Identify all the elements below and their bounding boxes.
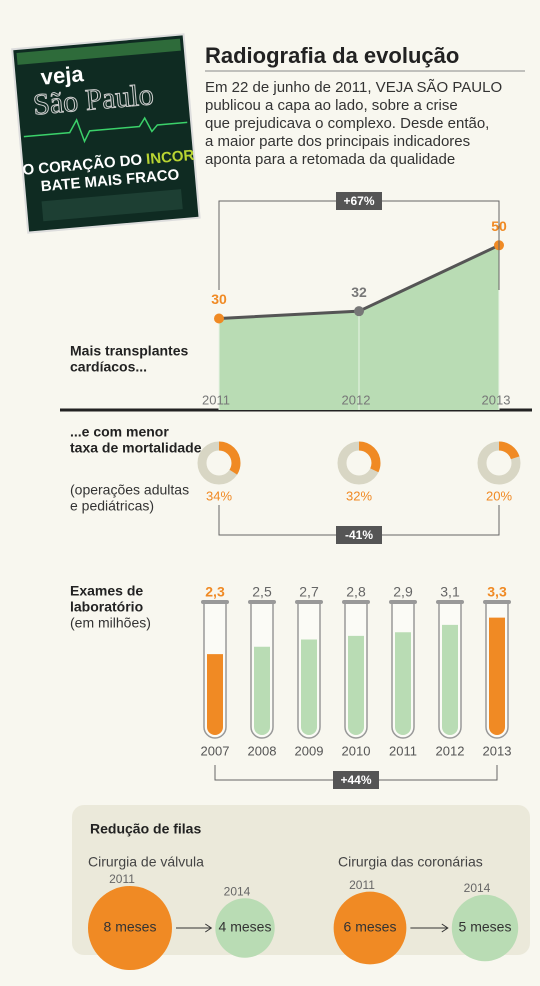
value-label: 4 meses	[219, 919, 272, 935]
tube-rim	[342, 600, 370, 604]
x-label: 2009	[295, 743, 324, 758]
value-label: 32	[351, 284, 367, 300]
x-label: 2012	[436, 743, 465, 758]
tube-fill	[442, 624, 458, 735]
point	[354, 306, 364, 317]
headline-highlight: INCOR	[145, 147, 195, 168]
section-title: taxa de mortalidade	[70, 440, 202, 456]
title: Radiografia da evolução	[205, 43, 459, 68]
x-label: 2007	[201, 743, 230, 758]
group-label: Cirurgia das coronárias	[338, 854, 483, 870]
value-label: 20%	[486, 488, 512, 503]
change-badge	[336, 192, 382, 210]
cover-small-text	[41, 189, 183, 222]
point	[214, 313, 224, 324]
intro-line: publicou a capa ao lado, sobre a crise	[205, 97, 458, 114]
x-label: 2010	[342, 743, 371, 758]
tube-fill	[207, 654, 223, 735]
year-label: 2011	[349, 878, 375, 892]
value-label: 32%	[346, 488, 372, 503]
x-label: 2008	[248, 743, 277, 758]
tube-rim	[483, 600, 511, 604]
arrow	[410, 923, 449, 933]
x-label: 2013	[482, 392, 511, 407]
tube-rim	[436, 600, 464, 604]
section-title: ...e com menor	[70, 424, 169, 440]
tube-fill	[395, 632, 411, 735]
change-badge	[333, 771, 379, 789]
section-title: Mais transplantes	[70, 343, 188, 359]
queue-panel	[72, 805, 530, 955]
value-label: 3,1	[440, 584, 460, 600]
tube-rim	[201, 600, 229, 604]
tube-fill	[348, 635, 364, 735]
value-label: 2,8	[346, 584, 366, 600]
section-title: Exames de	[70, 583, 143, 599]
section-title: cardíacos...	[70, 359, 147, 375]
x-label: 2011	[202, 392, 230, 407]
bubble	[333, 891, 407, 965]
tube-rim	[295, 600, 323, 604]
value-label: 8 meses	[104, 919, 157, 935]
cover-bg	[11, 33, 201, 234]
year-label: 2014	[464, 881, 491, 895]
value-label: 3,3	[487, 584, 507, 600]
donut-arc	[477, 441, 521, 485]
year-label: 2011	[109, 872, 135, 886]
intro-line: aponta para a retomada da qualidade	[205, 151, 455, 168]
tube-fill	[254, 646, 270, 735]
value-label: 6 meses	[344, 919, 397, 935]
bubble	[215, 898, 275, 958]
value-label: 2,5	[252, 584, 272, 600]
tube-rim	[389, 600, 417, 604]
bubble	[451, 894, 519, 962]
value-label: 5 meses	[459, 919, 512, 935]
arrow	[176, 923, 213, 933]
cover-band	[16, 38, 181, 65]
x-label: 2012	[342, 392, 371, 407]
magazine-cover: veja São Paulo O CORAÇÃO DO INCOR BATE MA…	[11, 33, 201, 234]
change-label: -41%	[345, 528, 373, 542]
value-label: 2,9	[393, 584, 413, 600]
tube-fill	[301, 639, 317, 735]
change-badge	[336, 526, 382, 544]
change-label: +44%	[340, 773, 371, 787]
tube-fill	[489, 617, 505, 735]
x-label: 2013	[483, 743, 512, 758]
intro-line: Em 22 de junho de 2011, VEJA SÃO PAULO	[205, 79, 502, 96]
cover-logo: veja	[40, 61, 86, 90]
value-label: 2,7	[299, 584, 319, 600]
group-label: Cirurgia de válvula	[88, 854, 204, 870]
change-label: +67%	[343, 194, 374, 208]
heartbeat	[23, 116, 188, 144]
intro-line: a maior parte dos principais indicadores	[205, 133, 470, 150]
section-title: laboratório	[70, 599, 143, 615]
donut-arc	[337, 441, 381, 485]
value-label: 30	[211, 291, 227, 307]
section-title: (operações adultas	[70, 482, 189, 498]
x-label: 2011	[389, 743, 417, 758]
section-title: (em milhões)	[70, 615, 151, 631]
value-label: 34%	[206, 488, 232, 503]
panel-title: Redução de filas	[90, 821, 201, 837]
section-title: e pediátricas)	[70, 498, 154, 514]
intro-line: que prejudicava o complexo. Desde então,	[205, 115, 489, 132]
donut-arc	[197, 441, 241, 485]
year-label: 2014	[224, 884, 251, 898]
bubble	[87, 885, 173, 971]
tube-rim	[248, 600, 276, 604]
value-label: 2,3	[205, 584, 225, 600]
